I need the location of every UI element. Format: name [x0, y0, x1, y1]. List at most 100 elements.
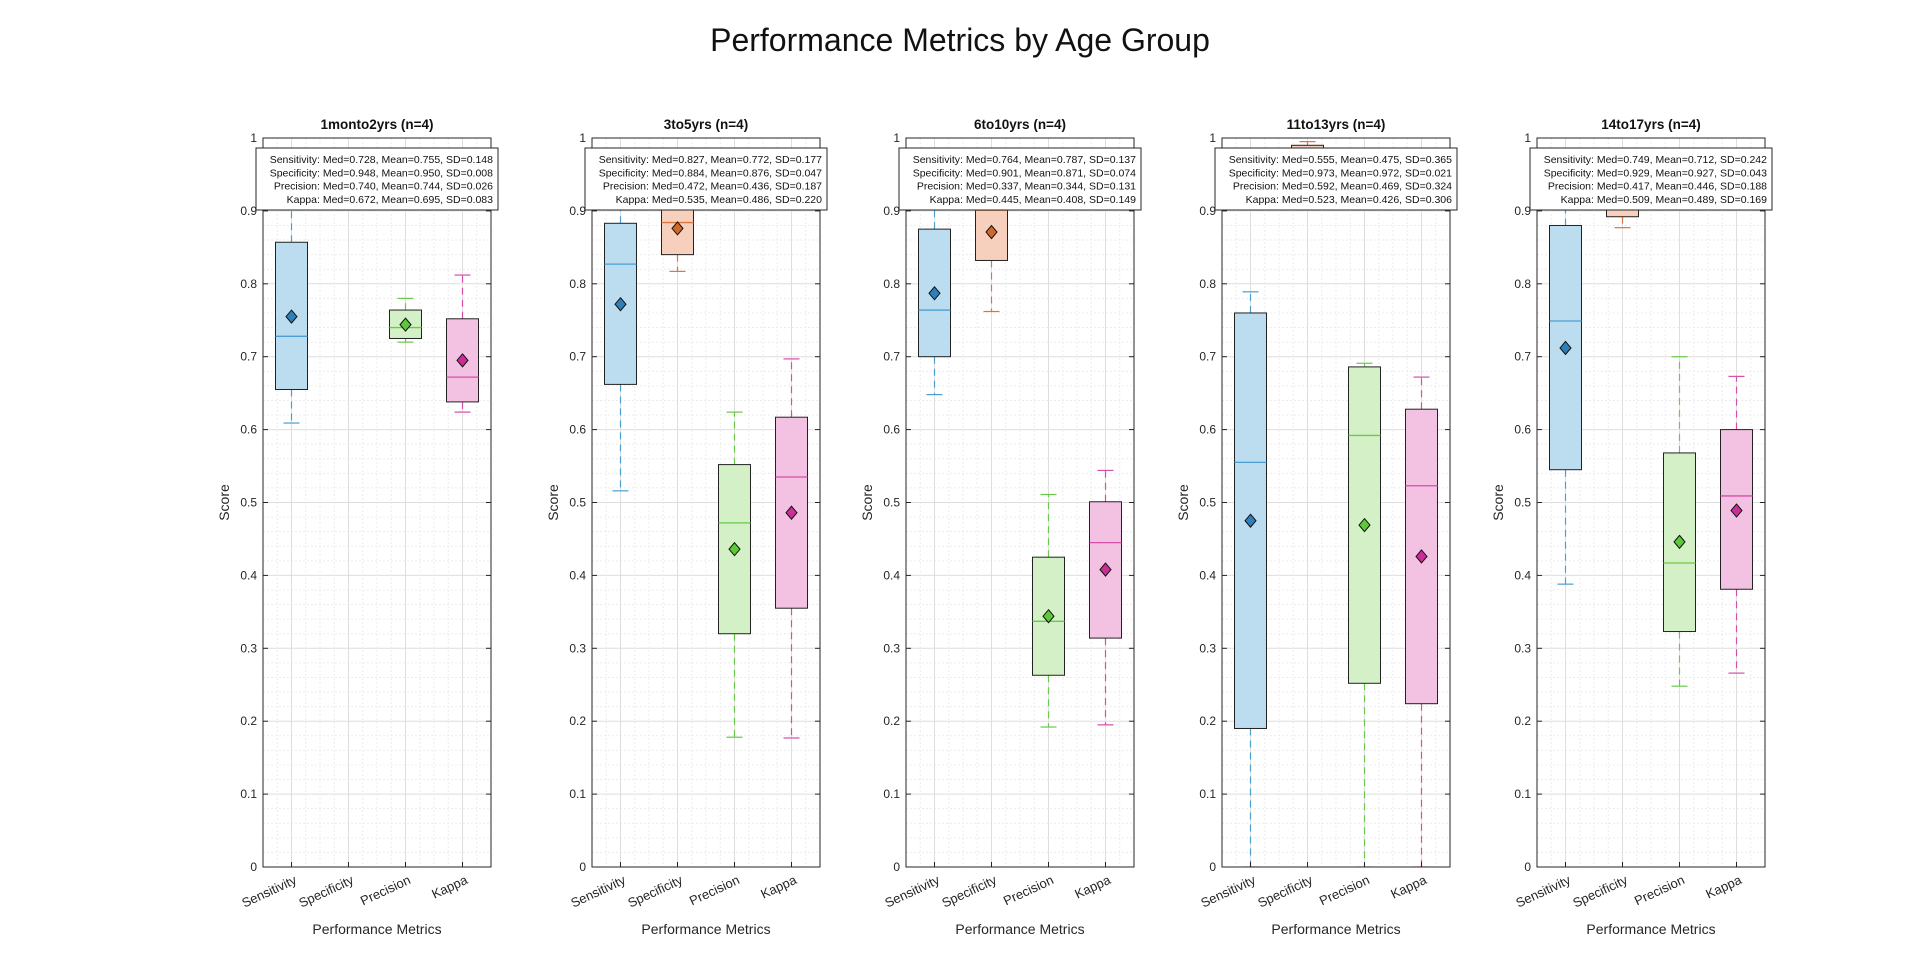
- stats-box: Sensitivity: Med=0.728, Mean=0.755, SD=0…: [255, 147, 499, 211]
- ytick-label: 0.7: [1199, 350, 1216, 364]
- ytick-label: 0.1: [569, 787, 586, 801]
- mean-marker: [1244, 513, 1257, 528]
- xtick-label: Sensitivity: [568, 872, 628, 911]
- ytick-label: 0.8: [569, 277, 586, 291]
- stats-box: Sensitivity: Med=0.749, Mean=0.712, SD=0…: [1529, 147, 1773, 211]
- ytick-label: 0.9: [1514, 204, 1531, 218]
- ytick-label: 0.8: [1199, 277, 1216, 291]
- ytick-label: 1: [1524, 131, 1531, 145]
- ytick-label: 0: [250, 860, 257, 874]
- xtick-label: Kappa: [1388, 872, 1429, 902]
- panel-title: 14to17yrs (n=4): [1601, 117, 1700, 132]
- stats-box: Sensitivity: Med=0.764, Mean=0.787, SD=0…: [898, 147, 1142, 211]
- panel-title: 3to5yrs (n=4): [664, 117, 748, 132]
- stats-box-bg: [898, 147, 1142, 211]
- stats-line: Kappa: Med=0.523, Mean=0.426, SD=0.306: [1246, 194, 1453, 206]
- box-sensitivity: [1234, 291, 1267, 867]
- stats-line: Kappa: Med=0.672, Mean=0.695, SD=0.083: [287, 194, 494, 206]
- box-precision: [1032, 493, 1065, 728]
- ytick-label: 0.6: [1514, 423, 1531, 437]
- y-axis-label: Score: [545, 484, 561, 521]
- stats-line: Kappa: Med=0.535, Mean=0.486, SD=0.220: [616, 194, 823, 206]
- y-axis-label: Score: [859, 484, 875, 521]
- box-sensitivity: [275, 173, 308, 424]
- ytick-label: 1: [1209, 131, 1216, 145]
- mean-marker: [1730, 503, 1743, 518]
- stats-line: Precision: Med=0.337, Mean=0.344, SD=0.1…: [917, 181, 1136, 193]
- box-sensitivity: [604, 188, 637, 492]
- box-precision: [1663, 356, 1696, 687]
- ytick-label: 0.6: [883, 423, 900, 437]
- ytick-label: 0.3: [1514, 641, 1531, 655]
- ytick-label: 0.6: [1199, 423, 1216, 437]
- ytick-label: 0.9: [883, 204, 900, 218]
- ytick-label: 0: [1524, 860, 1531, 874]
- figure-title: Performance Metrics by Age Group: [710, 22, 1210, 58]
- mean-marker: [614, 296, 627, 312]
- xtick-label: Specificity: [939, 872, 999, 911]
- xtick-label: Precision: [687, 872, 742, 908]
- ytick-label: 0.8: [1514, 277, 1531, 291]
- xtick-label: Specificity: [1255, 872, 1315, 911]
- box-iqr: [275, 241, 308, 391]
- ytick-label: 0.9: [1199, 204, 1216, 218]
- ytick-label: 0.6: [569, 423, 586, 437]
- boxes: [918, 188, 1122, 728]
- box-iqr: [1720, 429, 1753, 590]
- ytick-label: 0.9: [240, 204, 257, 218]
- stats-line: Specificity: Med=0.973, Mean=0.972, SD=0…: [1229, 167, 1452, 179]
- mean-marker: [928, 286, 941, 301]
- mean-marker: [399, 317, 412, 332]
- mean-marker: [1358, 517, 1371, 533]
- stats-box: Sensitivity: Med=0.827, Mean=0.772, SD=0…: [584, 147, 828, 211]
- panel-1: 0 0.1 0.2 0.3 0.4 0.5 0.6 0.7 0.8 0.9 1 Sensitivity…: [545, 117, 828, 937]
- stats-box: Sensitivity: Med=0.555, Mean=0.475, SD=0…: [1214, 147, 1458, 211]
- ytick-label: 0.3: [1199, 641, 1216, 655]
- panel-title: 1monto2yrs (n=4): [321, 117, 434, 132]
- ytick-label: 0.7: [569, 350, 586, 364]
- stats-line: Sensitivity: Med=0.555, Mean=0.475, SD=0…: [1229, 154, 1452, 166]
- xtick-label: Kappa: [1072, 872, 1113, 902]
- ytick-label: 0.2: [1514, 714, 1531, 728]
- mean-marker: [1415, 549, 1428, 564]
- panel-title: 6to10yrs (n=4): [974, 117, 1066, 132]
- stats-box-bg: [255, 147, 499, 211]
- mean-marker: [728, 541, 741, 557]
- mean-marker: [671, 221, 684, 236]
- x-axis-label: Performance Metrics: [312, 921, 441, 937]
- panel-4: 0 0.1 0.2 0.3 0.4 0.5 0.6 0.7 0.8 0.9 1 Sensitivity…: [1490, 117, 1773, 937]
- ytick-label: 0.7: [1514, 350, 1531, 364]
- panel-2: 0 0.1 0.2 0.3 0.4 0.5 0.6 0.7 0.8 0.9 1 Sensitivity…: [859, 117, 1142, 937]
- mean-marker: [285, 309, 298, 324]
- xtick-label: Specificity: [1570, 872, 1630, 911]
- ytick-label: 0.7: [240, 350, 257, 364]
- stats-line: Specificity: Med=0.929, Mean=0.927, SD=0…: [1544, 167, 1767, 179]
- xtick-label: Kappa: [429, 872, 470, 902]
- stats-line: Sensitivity: Med=0.728, Mean=0.755, SD=0…: [270, 154, 493, 166]
- y-axis-label: Score: [1175, 484, 1191, 521]
- xtick-label: Specificity: [296, 872, 356, 911]
- box-kappa: [1089, 469, 1122, 726]
- xtick-label: Sensitivity: [882, 872, 942, 911]
- box-kappa: [1720, 375, 1753, 674]
- box-kappa: [1405, 376, 1438, 867]
- xtick-label: Precision: [1317, 872, 1372, 908]
- stats-line: Kappa: Med=0.445, Mean=0.408, SD=0.149: [930, 194, 1137, 206]
- boxes: [1549, 166, 1753, 687]
- y-axis-label: Score: [1490, 484, 1506, 521]
- stats-line: Specificity: Med=0.948, Mean=0.950, SD=0…: [270, 167, 493, 179]
- x-axis-label: Performance Metrics: [1586, 921, 1715, 937]
- mean-marker: [456, 353, 469, 368]
- xtick-label: Sensitivity: [1198, 872, 1258, 911]
- ytick-label: 1: [579, 131, 586, 145]
- boxes: [275, 166, 479, 424]
- stats-line: Precision: Med=0.417, Mean=0.446, SD=0.1…: [1548, 181, 1767, 193]
- stats-box-bg: [1214, 147, 1458, 211]
- ytick-label: 0.8: [240, 277, 257, 291]
- panel-title: 11to13yrs (n=4): [1287, 117, 1386, 132]
- panel-3: 0 0.1 0.2 0.3 0.4 0.5 0.6 0.7 0.8 0.9 1 Sensitivity…: [1175, 117, 1458, 937]
- ytick-label: 0.1: [883, 787, 900, 801]
- ytick-label: 0.5: [883, 496, 900, 510]
